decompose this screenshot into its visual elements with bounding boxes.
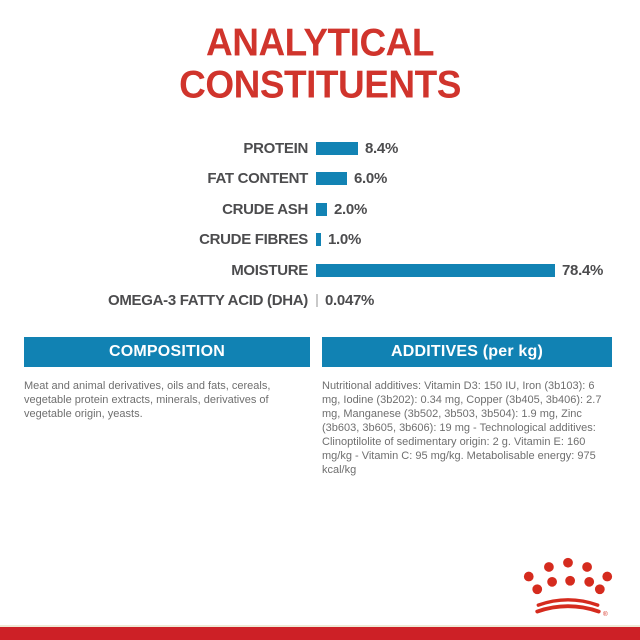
additives-body: Nutritional additives: Vitamin D3: 150 I… <box>322 380 602 476</box>
bottom-cream-line <box>0 625 640 627</box>
chart-row-value: 78.4% <box>562 261 604 279</box>
page-title-line2: CONSTITUENTS <box>179 62 461 106</box>
chart-bar <box>316 141 358 155</box>
chart-row-value: 2.0% <box>334 200 367 218</box>
chart-row-label: PROTEIN <box>243 139 308 157</box>
chart-row-label: MOISTURE <box>231 261 308 279</box>
chart-row-label: OMEGA-3 FATTY ACID (DHA) <box>107 292 308 310</box>
chart-row-moisture: MOISTURE 78.4% <box>18 255 622 286</box>
analytical-constituents-chart: PROTEIN 8.4% FAT CONTENT 6.0% CRUDE ASH … <box>18 133 622 316</box>
composition-section: COMPOSITION Meat and animal derivatives,… <box>24 337 310 421</box>
page-title-line1: ANALYTICAL <box>206 21 434 64</box>
registered-mark: ® <box>603 610 608 618</box>
chart-row-label: FAT CONTENT <box>207 170 308 188</box>
chart-row-value: 0.047% <box>325 292 375 310</box>
chart-bar <box>316 233 321 247</box>
chart-row-crude-ash: CRUDE ASH 2.0% <box>18 194 622 225</box>
chart-bar <box>316 202 327 216</box>
chart-bar <box>316 294 318 308</box>
chart-row-value: 8.4% <box>365 139 398 157</box>
chart-row-protein: PROTEIN 8.4% <box>18 133 622 164</box>
chart-row-crude-fibres: CRUDE FIBRES 1.0% <box>18 225 622 256</box>
chart-row-value: 6.0% <box>354 170 387 188</box>
chart-row-value: 1.0% <box>328 231 361 249</box>
chart-row-label: CRUDE FIBRES <box>199 231 308 249</box>
chart-row-omega3-dha: OMEGA-3 FATTY ACID (DHA) 0.047% <box>18 286 622 317</box>
composition-body: Meat and animal derivatives, oils and fa… <box>24 380 271 420</box>
additives-section: ADDITIVES (per kg) Nutritional additives… <box>322 337 612 477</box>
chart-row-fat-content: FAT CONTENT 6.0% <box>18 164 622 195</box>
composition-header: COMPOSITION <box>24 337 310 367</box>
chart-row-label: CRUDE ASH <box>222 200 308 218</box>
bottom-red-strip <box>0 627 640 640</box>
page-title: ANALYTICAL CONSTITUENTS <box>0 22 640 105</box>
chart-bar <box>316 263 555 277</box>
royal-canin-crown-logo: ® <box>523 557 613 618</box>
additives-header: ADDITIVES (per kg) <box>322 337 612 367</box>
chart-bar <box>316 172 347 186</box>
